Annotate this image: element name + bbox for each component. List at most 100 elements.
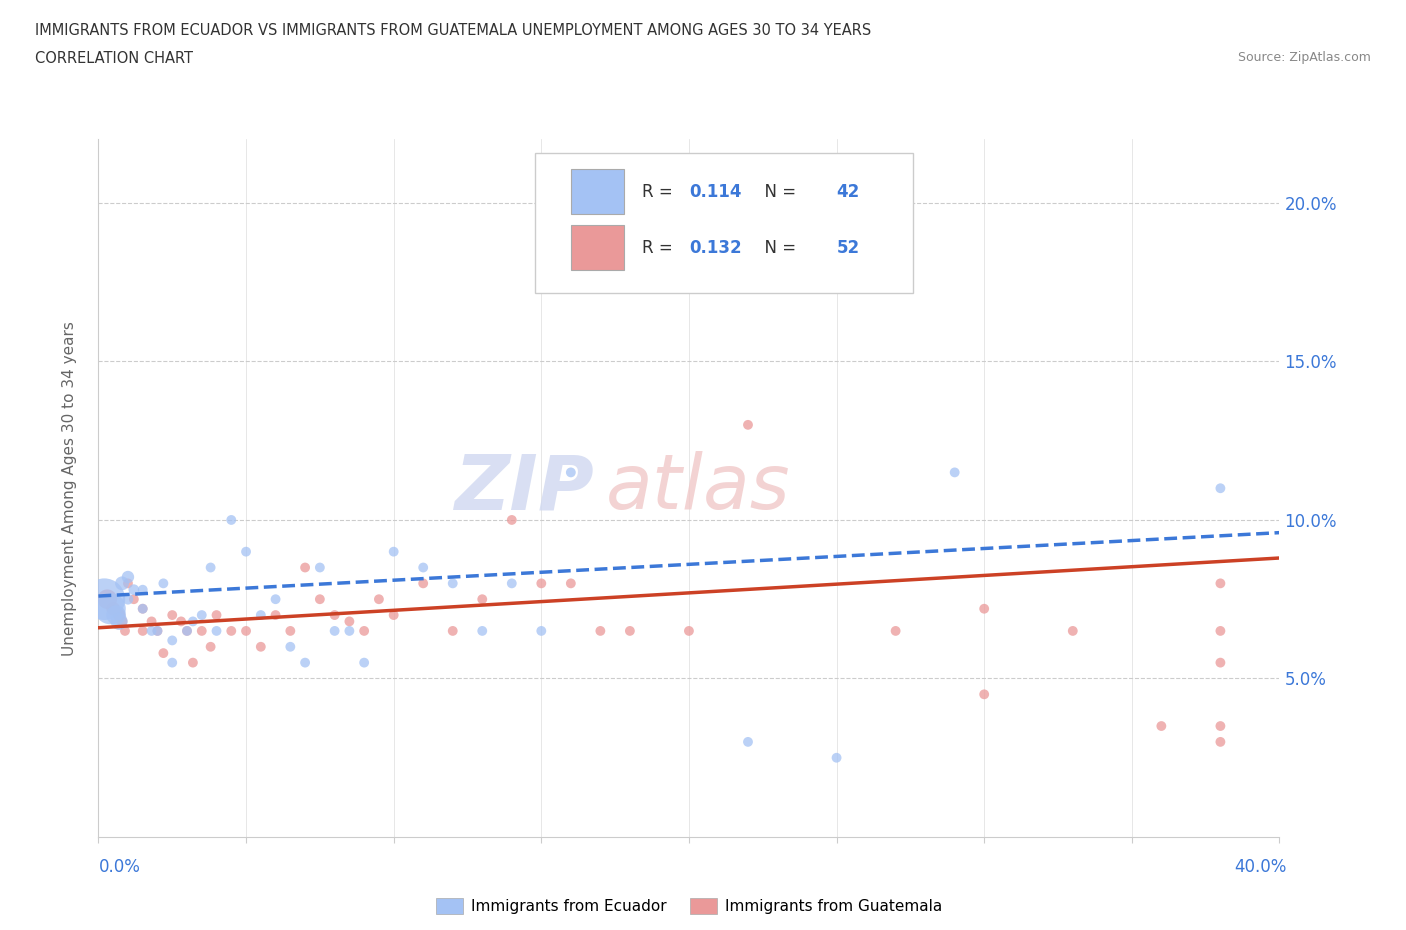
Point — [278, 623, 302, 638]
Text: 0.114: 0.114 — [689, 183, 741, 201]
Point — [560, 576, 582, 591]
Point — [1150, 719, 1173, 734]
Point — [235, 623, 257, 638]
Point — [250, 607, 273, 622]
Y-axis label: Unemployment Among Ages 30 to 34 years: Unemployment Among Ages 30 to 34 years — [62, 321, 77, 656]
Point — [200, 560, 222, 575]
Point — [152, 576, 174, 591]
Point — [382, 607, 405, 622]
Point — [122, 591, 145, 606]
Point — [200, 639, 222, 654]
Point — [132, 582, 155, 597]
Point — [132, 602, 155, 617]
Point — [943, 465, 966, 480]
Point — [117, 576, 139, 591]
Point — [114, 623, 136, 638]
Point — [141, 614, 163, 629]
Point — [309, 591, 332, 606]
Point — [471, 591, 494, 606]
Point — [108, 614, 131, 629]
Text: 52: 52 — [837, 239, 859, 257]
Point — [1062, 623, 1084, 638]
Point — [678, 211, 700, 226]
Point — [501, 512, 523, 527]
Point — [219, 512, 242, 527]
Point — [98, 602, 121, 617]
Point — [1209, 719, 1232, 734]
Text: CORRELATION CHART: CORRELATION CHART — [35, 51, 193, 66]
Text: N =: N = — [754, 183, 801, 201]
Point — [235, 544, 257, 559]
Point — [1209, 623, 1232, 638]
Point — [973, 602, 995, 617]
Point — [191, 607, 214, 622]
Point — [191, 623, 214, 638]
Point — [111, 576, 134, 591]
Point — [501, 576, 523, 591]
Point — [1209, 655, 1232, 670]
Point — [117, 569, 139, 584]
Point — [1209, 735, 1232, 750]
Point — [181, 614, 204, 629]
Point — [441, 623, 464, 638]
Text: N =: N = — [754, 239, 801, 257]
Point — [205, 623, 228, 638]
Text: R =: R = — [641, 183, 678, 201]
Point — [353, 655, 375, 670]
Text: R =: R = — [641, 239, 678, 257]
Point — [737, 735, 759, 750]
Point — [105, 607, 128, 622]
Text: 0.0%: 0.0% — [98, 858, 141, 876]
Point — [339, 623, 360, 638]
Point — [973, 687, 995, 702]
Point — [278, 639, 302, 654]
Point — [825, 274, 848, 289]
FancyBboxPatch shape — [571, 169, 624, 215]
Point — [122, 582, 145, 597]
Point — [176, 623, 198, 638]
Point — [323, 623, 346, 638]
Point — [141, 623, 163, 638]
Point — [382, 544, 405, 559]
Point — [103, 602, 125, 617]
Point — [205, 607, 228, 622]
Point — [152, 645, 174, 660]
Point — [146, 623, 169, 638]
Point — [264, 591, 287, 606]
Point — [309, 560, 332, 575]
Point — [619, 623, 641, 638]
Point — [250, 639, 273, 654]
Point — [162, 607, 183, 622]
Point — [530, 576, 553, 591]
Text: IMMIGRANTS FROM ECUADOR VS IMMIGRANTS FROM GUATEMALA UNEMPLOYMENT AMONG AGES 30 : IMMIGRANTS FROM ECUADOR VS IMMIGRANTS FR… — [35, 23, 872, 38]
Point — [441, 576, 464, 591]
Point — [825, 751, 848, 765]
Point — [678, 623, 700, 638]
Point — [146, 623, 169, 638]
Point — [176, 623, 198, 638]
Point — [96, 591, 118, 606]
Point — [884, 623, 907, 638]
Point — [108, 607, 131, 622]
Point — [294, 560, 316, 575]
Point — [323, 607, 346, 622]
Point — [1209, 481, 1232, 496]
Point — [737, 418, 759, 432]
Point — [353, 623, 375, 638]
Point — [132, 623, 155, 638]
Point — [471, 623, 494, 638]
FancyBboxPatch shape — [536, 153, 914, 293]
Legend: Immigrants from Ecuador, Immigrants from Guatemala: Immigrants from Ecuador, Immigrants from… — [430, 892, 948, 920]
Text: Source: ZipAtlas.com: Source: ZipAtlas.com — [1237, 51, 1371, 64]
Point — [1209, 576, 1232, 591]
Text: ZIP: ZIP — [454, 451, 595, 525]
Point — [412, 576, 434, 591]
Point — [560, 465, 582, 480]
Text: 0.132: 0.132 — [689, 239, 741, 257]
Point — [117, 591, 139, 606]
FancyBboxPatch shape — [571, 225, 624, 271]
Point — [93, 591, 115, 606]
Text: 40.0%: 40.0% — [1234, 858, 1286, 876]
Text: atlas: atlas — [606, 451, 790, 525]
Point — [162, 655, 183, 670]
